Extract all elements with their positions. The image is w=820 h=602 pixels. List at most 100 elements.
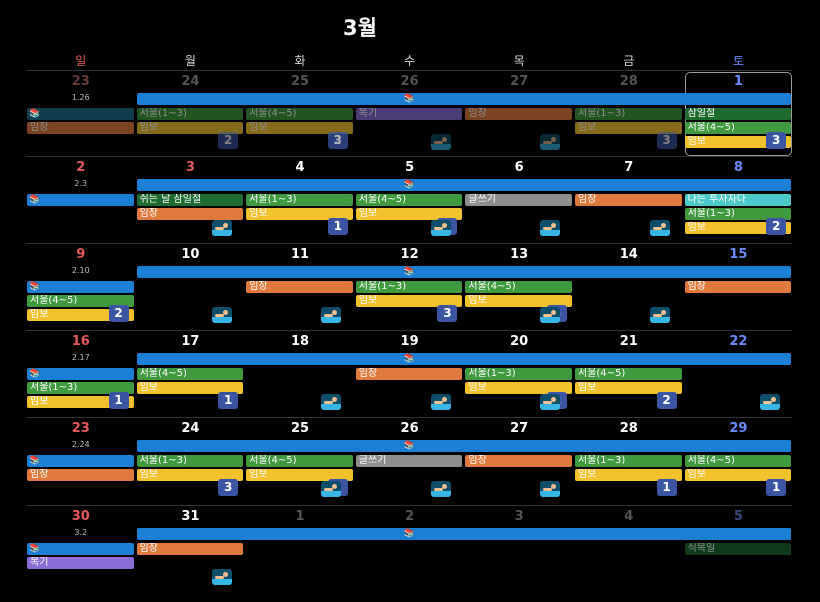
day-number[interactable]: 23 <box>71 74 90 89</box>
day-number[interactable]: 27 <box>510 74 529 89</box>
event-bar[interactable]: 임장 <box>684 281 792 293</box>
day-number[interactable]: 27 <box>510 421 529 436</box>
day-number[interactable]: 2 <box>76 160 86 175</box>
event-bar[interactable]: 임장 <box>27 469 134 481</box>
event-bar[interactable]: 식목일 <box>684 543 792 555</box>
event-bar[interactable]: 서울(1~3) <box>684 208 792 220</box>
day-number[interactable]: 5 <box>405 160 415 175</box>
event-bar[interactable]: 임보 <box>684 469 792 481</box>
event-bar[interactable] <box>27 543 134 555</box>
day-number[interactable]: 14 <box>619 247 638 262</box>
day-number[interactable]: 19 <box>400 334 419 349</box>
weekly-study-bar[interactable] <box>136 266 792 278</box>
event-bar[interactable]: 서울(1~3) <box>465 368 572 380</box>
event-bar[interactable]: 임보 <box>246 122 353 134</box>
day-number[interactable]: 31 <box>181 509 200 524</box>
event-bar[interactable]: 임보 <box>27 396 134 408</box>
day-number[interactable]: 4 <box>295 160 305 175</box>
weekly-study-bar[interactable] <box>136 93 792 105</box>
event-bar[interactable]: 임보 <box>465 295 572 307</box>
day-number[interactable]: 11 <box>290 247 310 262</box>
event-bar[interactable]: 쉬는 날 삼일절 <box>136 194 244 206</box>
event-count-badge[interactable]: 1 <box>218 392 239 409</box>
event-bar[interactable]: 임보 <box>355 208 463 220</box>
event-bar[interactable]: 서울(1~3) <box>136 108 244 120</box>
event-bar[interactable]: 서울(1~3) <box>575 108 682 120</box>
day-number[interactable]: 1 <box>733 74 743 89</box>
event-bar[interactable]: 임보 <box>136 122 244 134</box>
day-number[interactable]: 6 <box>514 160 524 175</box>
day-number[interactable]: 29 <box>729 421 748 436</box>
event-bar[interactable]: 서울(4~5) <box>246 455 353 467</box>
event-bar[interactable]: 임장 <box>465 108 572 120</box>
day-number[interactable]: 17 <box>181 334 200 349</box>
event-bar[interactable]: 서울(4~5) <box>355 194 463 206</box>
event-bar[interactable]: 임장 <box>136 543 244 555</box>
day-number[interactable]: 26 <box>400 421 419 436</box>
event-bar[interactable]: 복기 <box>355 108 463 120</box>
event-count-badge[interactable]: 3 <box>766 132 787 149</box>
event-bar[interactable]: 서울(4~5) <box>27 295 134 307</box>
event-count-badge[interactable]: 3 <box>437 305 458 322</box>
day-number[interactable]: 25 <box>290 74 310 89</box>
event-bar[interactable] <box>27 194 134 206</box>
day-number[interactable]: 16 <box>71 334 90 349</box>
day-number[interactable]: 5 <box>733 509 743 524</box>
day-number[interactable]: 18 <box>290 334 310 349</box>
day-number[interactable]: 1 <box>295 509 305 524</box>
event-count-badge[interactable]: 3 <box>327 132 348 149</box>
event-bar[interactable]: 나는 투자자다 <box>684 194 792 206</box>
event-bar[interactable]: 임장 <box>465 455 572 467</box>
event-count-badge[interactable]: 3 <box>218 479 239 496</box>
event-bar[interactable]: 임장 <box>575 194 682 206</box>
event-bar[interactable]: 임보 <box>355 295 463 307</box>
event-count-badge[interactable]: 2 <box>218 132 239 149</box>
day-number[interactable]: 21 <box>619 334 638 349</box>
day-number[interactable]: 23 <box>71 421 90 436</box>
day-number[interactable]: 4 <box>624 509 634 524</box>
event-bar[interactable]: 서울(1~3) <box>575 455 682 467</box>
day-number[interactable]: 22 <box>729 334 748 349</box>
event-bar[interactable]: 서울(4~5) <box>684 122 792 134</box>
event-bar[interactable]: 서울(1~3) <box>246 194 353 206</box>
event-bar[interactable]: 글쓰기 <box>465 194 572 206</box>
day-number[interactable]: 24 <box>181 421 200 436</box>
event-bar[interactable]: 임장 <box>246 281 353 293</box>
event-bar[interactable]: 서울(4~5) <box>684 455 792 467</box>
day-number[interactable]: 7 <box>624 160 634 175</box>
event-bar[interactable]: 임보 <box>246 469 353 481</box>
event-bar[interactable] <box>27 281 134 293</box>
event-bar[interactable] <box>27 108 134 120</box>
day-number[interactable]: 28 <box>619 421 638 436</box>
event-bar[interactable]: 임보 <box>575 382 682 394</box>
event-bar[interactable]: 서울(4~5) <box>575 368 682 380</box>
day-number[interactable]: 10 <box>181 247 200 262</box>
event-bar[interactable]: 임보 <box>575 469 682 481</box>
event-bar[interactable]: 임보 <box>136 382 244 394</box>
event-bar[interactable]: 서울(4~5) <box>246 108 353 120</box>
day-number[interactable]: 26 <box>400 74 419 89</box>
event-count-badge[interactable]: 3 <box>656 132 677 149</box>
event-bar[interactable]: 서울(4~5) <box>136 368 244 380</box>
event-bar[interactable]: 임보 <box>246 208 353 220</box>
event-bar[interactable]: 임보 <box>684 136 792 148</box>
day-number[interactable]: 15 <box>729 247 748 262</box>
day-number[interactable]: 13 <box>510 247 529 262</box>
event-count-badge[interactable]: 1 <box>656 479 677 496</box>
day-number[interactable]: 3 <box>185 160 195 175</box>
weekly-study-bar[interactable] <box>136 528 792 540</box>
event-bar[interactable]: 임장 <box>355 368 463 380</box>
day-number[interactable]: 3 <box>514 509 524 524</box>
day-number[interactable]: 24 <box>181 74 200 89</box>
weekly-study-bar[interactable] <box>136 440 792 452</box>
event-bar[interactable] <box>27 455 134 467</box>
day-number[interactable]: 25 <box>290 421 310 436</box>
day-number[interactable]: 20 <box>510 334 529 349</box>
day-number[interactable]: 12 <box>400 247 419 262</box>
day-number[interactable]: 8 <box>733 160 743 175</box>
day-number[interactable]: 2 <box>405 509 415 524</box>
event-bar[interactable] <box>27 368 134 380</box>
event-bar[interactable]: 서울(4~5) <box>465 281 572 293</box>
day-number[interactable]: 30 <box>71 509 90 524</box>
event-count-badge[interactable]: 2 <box>108 305 129 322</box>
